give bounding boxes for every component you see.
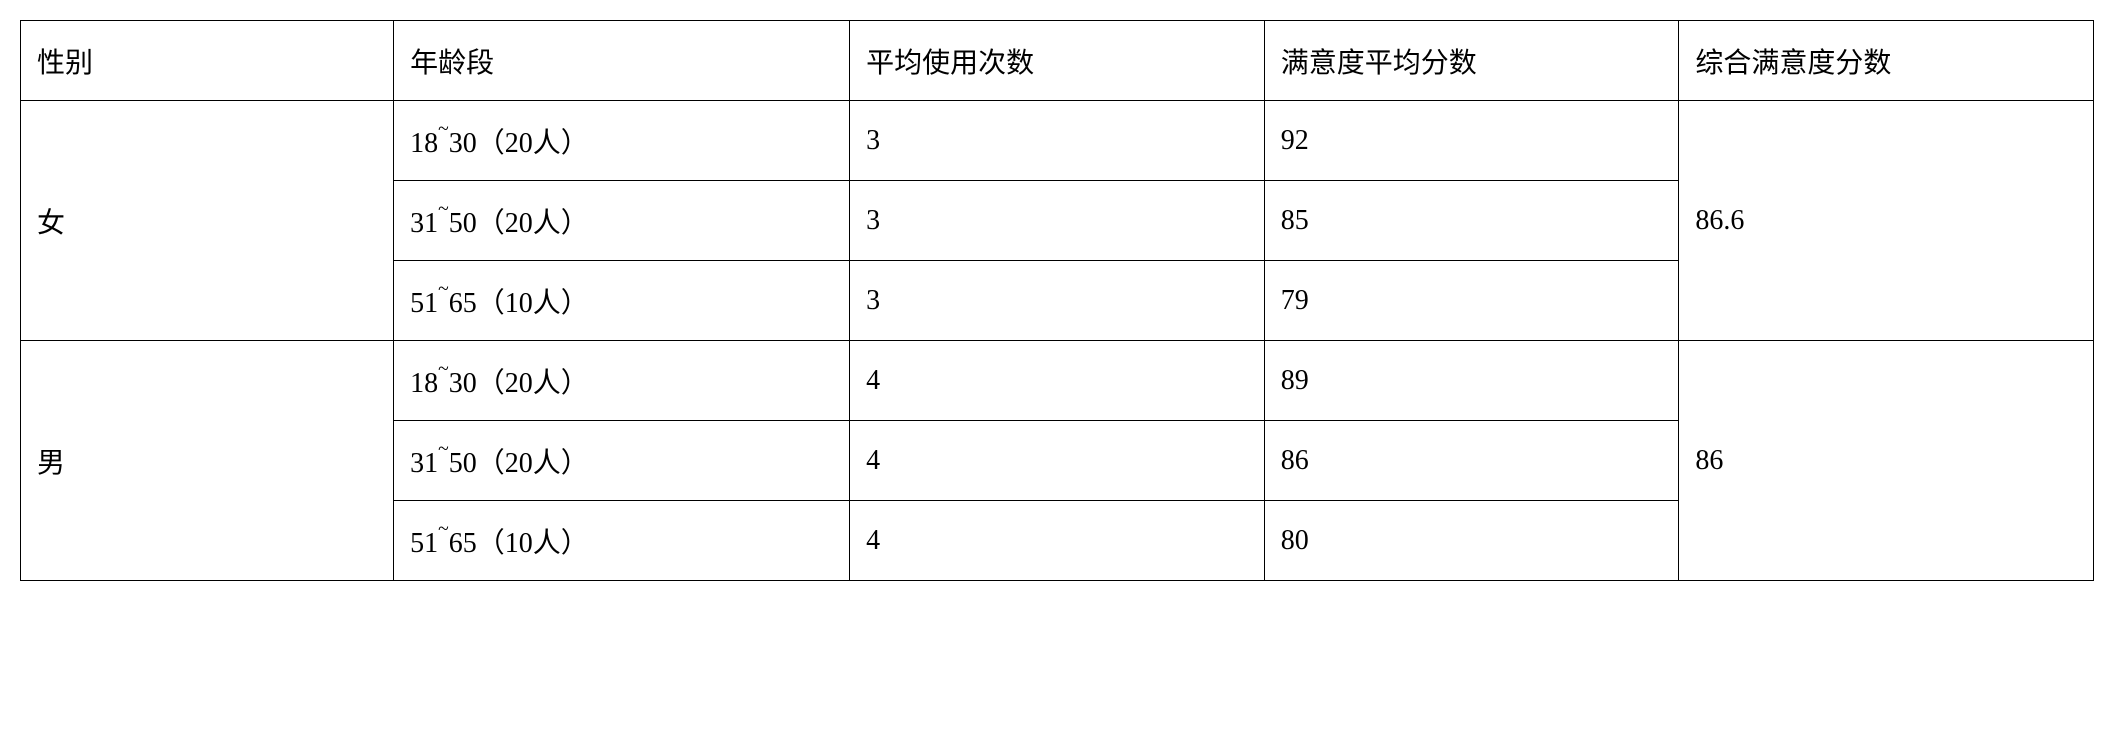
cell-avg-usage: 3 bbox=[850, 181, 1265, 261]
header-overall-satisfaction: 综合满意度分数 bbox=[1679, 21, 2094, 101]
header-avg-usage: 平均使用次数 bbox=[850, 21, 1265, 101]
cell-avg-usage: 4 bbox=[850, 421, 1265, 501]
cell-avg-usage: 4 bbox=[850, 501, 1265, 581]
cell-age-range: 18~30（20人） bbox=[394, 341, 850, 421]
header-avg-satisfaction: 满意度平均分数 bbox=[1264, 21, 1679, 101]
cell-avg-satisfaction: 86 bbox=[1264, 421, 1679, 501]
cell-avg-satisfaction: 80 bbox=[1264, 501, 1679, 581]
cell-avg-usage: 3 bbox=[850, 101, 1265, 181]
cell-avg-usage: 3 bbox=[850, 261, 1265, 341]
table-row: 男 18~30（20人） 4 89 86 bbox=[21, 341, 2094, 421]
cell-avg-satisfaction: 92 bbox=[1264, 101, 1679, 181]
cell-avg-satisfaction: 89 bbox=[1264, 341, 1679, 421]
satisfaction-survey-table: 性别 年龄段 平均使用次数 满意度平均分数 综合满意度分数 女 18~30（20… bbox=[20, 20, 2094, 581]
cell-age-range: 51~65（10人） bbox=[394, 261, 850, 341]
cell-gender: 男 bbox=[21, 341, 394, 581]
cell-age-range: 51~65（10人） bbox=[394, 501, 850, 581]
cell-overall-satisfaction: 86.6 bbox=[1679, 101, 2094, 341]
header-gender: 性别 bbox=[21, 21, 394, 101]
cell-age-range: 31~50（20人） bbox=[394, 421, 850, 501]
cell-avg-satisfaction: 85 bbox=[1264, 181, 1679, 261]
cell-overall-satisfaction: 86 bbox=[1679, 341, 2094, 581]
table-header-row: 性别 年龄段 平均使用次数 满意度平均分数 综合满意度分数 bbox=[21, 21, 2094, 101]
cell-avg-satisfaction: 79 bbox=[1264, 261, 1679, 341]
cell-age-range: 18~30（20人） bbox=[394, 101, 850, 181]
table-row: 女 18~30（20人） 3 92 86.6 bbox=[21, 101, 2094, 181]
cell-age-range: 31~50（20人） bbox=[394, 181, 850, 261]
cell-gender: 女 bbox=[21, 101, 394, 341]
cell-avg-usage: 4 bbox=[850, 341, 1265, 421]
header-age-range: 年龄段 bbox=[394, 21, 850, 101]
